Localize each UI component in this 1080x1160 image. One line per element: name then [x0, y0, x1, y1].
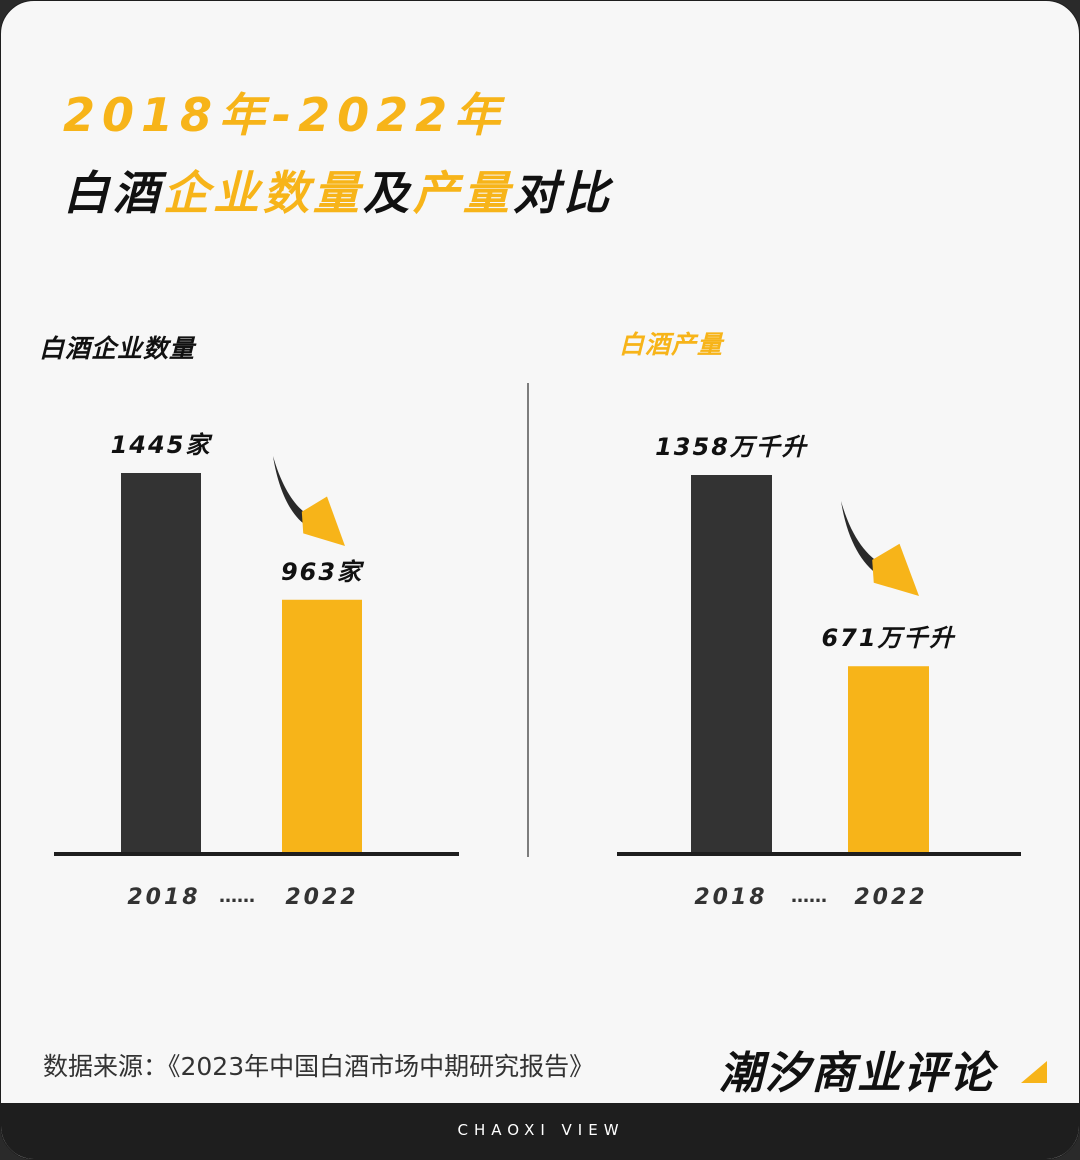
- data-label: 963家: [281, 558, 365, 586]
- bar-2022: [282, 599, 362, 853]
- title-part-5: 对比: [513, 166, 613, 220]
- chart-companies: 1445家 2018 963家 2022 ……: [54, 431, 459, 910]
- brand-logo: 潮汐商业评论: [719, 1048, 995, 1099]
- data-source: 数据来源：《2023年中国白酒市场中期研究报告》: [43, 1052, 595, 1081]
- footer-bar: [1, 1103, 1079, 1159]
- bar-2018: [121, 473, 201, 853]
- title-part-1: 白酒: [63, 166, 163, 220]
- page-title-line1: 2018年-2022年: [63, 79, 507, 145]
- data-label: 1445家: [111, 431, 214, 459]
- category-label: 2018: [694, 885, 767, 910]
- arrow-head: [872, 543, 919, 596]
- category-separator: ……: [219, 886, 255, 907]
- title-part-2: 企业数量: [163, 166, 363, 220]
- bar-2018: [691, 475, 772, 853]
- arrow-head: [301, 496, 345, 546]
- title-part-4: 产量: [413, 166, 513, 220]
- trend-down-arrow-icon: [841, 501, 919, 596]
- brand-logo-mark: [1021, 1061, 1047, 1083]
- data-label: 1358万千升: [655, 433, 809, 461]
- charts-canvas: 1445家 2018 963家 2022 …… 1358万千升 2018 671万千升 202…: [54, 383, 1021, 910]
- title-years: 2018年-2022年: [63, 88, 508, 142]
- category-label: 2022: [854, 885, 927, 910]
- chart-title-companies: 白酒企业数量: [39, 334, 196, 363]
- data-label: 671万千升: [821, 624, 956, 652]
- trend-down-arrow-icon: [273, 456, 345, 546]
- title-part-3: 及: [363, 166, 413, 220]
- category-separator: ……: [791, 886, 827, 907]
- page-title-line2: 白酒企业数量及产量对比: [63, 157, 613, 223]
- category-label: 2018: [127, 885, 200, 910]
- footer-brand-text: CHAOXI VIEW: [457, 1121, 625, 1139]
- category-label: 2022: [285, 885, 358, 910]
- chart-title-output: 白酒产量: [619, 330, 724, 359]
- bar-2022: [848, 666, 929, 853]
- chart-output: 1358万千升 2018 671万千升 2022 ……: [617, 433, 1021, 910]
